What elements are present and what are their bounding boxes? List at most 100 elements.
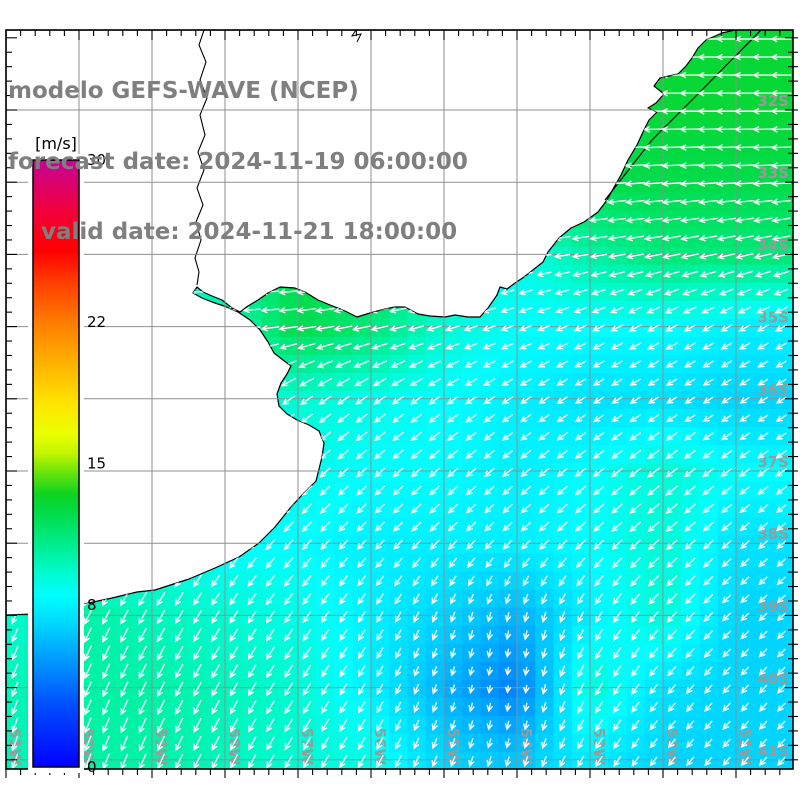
wind-arrow bbox=[679, 162, 700, 169]
wind-arrow bbox=[210, 485, 222, 496]
wind-arrow bbox=[338, 575, 348, 587]
wind-arrow bbox=[134, 252, 150, 259]
wind-arrow bbox=[515, 162, 536, 170]
wind-arrow bbox=[722, 702, 731, 712]
wind-arrow bbox=[410, 395, 423, 405]
wind-arrow bbox=[373, 431, 386, 442]
wind-arrow bbox=[523, 720, 530, 731]
wind-arrow bbox=[517, 234, 534, 242]
wind-arrow bbox=[520, 503, 532, 514]
wind-arrow bbox=[224, 270, 243, 278]
wind-arrow bbox=[683, 342, 696, 350]
wind-arrow bbox=[97, 342, 114, 350]
wind-arrow bbox=[442, 162, 463, 170]
wind-arrow bbox=[351, 234, 371, 242]
wind-arrow bbox=[297, 54, 316, 61]
wind-arrow bbox=[502, 449, 514, 459]
wind-arrow bbox=[263, 431, 277, 442]
wind-arrow bbox=[777, 756, 786, 767]
wind-arrow bbox=[266, 682, 275, 697]
wind-arrow bbox=[611, 503, 623, 514]
wind-arrow bbox=[468, 611, 475, 623]
wind-arrow bbox=[152, 342, 169, 350]
wind-arrow bbox=[370, 288, 389, 296]
wind-arrow bbox=[339, 700, 348, 714]
wind-arrow bbox=[118, 467, 130, 478]
wind-arrow bbox=[552, 216, 571, 224]
wind-arrow bbox=[394, 737, 402, 750]
wind-arrow bbox=[516, 216, 535, 224]
wind-arrow bbox=[574, 467, 587, 478]
wind-arrow bbox=[193, 610, 203, 625]
wind-arrow bbox=[518, 324, 533, 332]
wind-arrow bbox=[535, 234, 553, 242]
wind-arrow bbox=[716, 234, 736, 242]
wind-arrow bbox=[156, 538, 166, 551]
wind-arrow bbox=[283, 521, 294, 533]
wind-arrow bbox=[486, 684, 494, 695]
wind-arrow bbox=[395, 719, 402, 732]
wind-arrow bbox=[442, 180, 463, 188]
wind-arrow bbox=[577, 682, 585, 697]
wind-arrow bbox=[207, 36, 224, 43]
wind-arrow bbox=[11, 735, 19, 752]
wind-arrow bbox=[559, 755, 566, 768]
wind-arrow bbox=[625, 216, 645, 224]
wind-arrow bbox=[410, 467, 422, 478]
wind-arrow bbox=[62, 54, 77, 61]
wind-arrow bbox=[334, 162, 352, 170]
wind-arrow bbox=[661, 234, 681, 242]
wind-arrow bbox=[98, 72, 114, 79]
wind-arrow bbox=[575, 521, 586, 532]
speed-cell bbox=[790, 445, 793, 464]
wind-arrow bbox=[374, 521, 385, 532]
wind-arrow bbox=[170, 234, 187, 241]
wind-arrow bbox=[284, 610, 294, 624]
wind-arrow bbox=[261, 90, 279, 97]
wind-arrow bbox=[279, 54, 297, 61]
wind-arrow bbox=[757, 467, 769, 478]
wind-arrow bbox=[80, 108, 95, 115]
wind-arrow bbox=[43, 54, 59, 61]
wind-arrow bbox=[376, 647, 384, 660]
wind-arrow bbox=[351, 216, 371, 224]
wind-arrow bbox=[120, 663, 129, 680]
wind-arrow bbox=[83, 663, 92, 680]
wind-arrow bbox=[776, 522, 787, 532]
wind-arrow bbox=[243, 108, 261, 116]
wind-arrow bbox=[335, 377, 351, 387]
wind-arrow bbox=[152, 180, 169, 188]
wind-arrow bbox=[647, 557, 660, 569]
wind-arrow bbox=[7, 144, 22, 152]
wind-arrow bbox=[265, 574, 276, 588]
wind-arrow bbox=[752, 125, 774, 133]
wind-arrow bbox=[83, 699, 92, 716]
wind-arrow bbox=[606, 107, 627, 115]
wind-arrow bbox=[370, 216, 389, 224]
wind-arrow bbox=[283, 485, 295, 496]
wind-arrow bbox=[665, 414, 678, 423]
wind-arrow bbox=[174, 592, 184, 607]
wind-arrow bbox=[189, 36, 205, 43]
wind-arrow bbox=[738, 450, 751, 459]
wind-arrow bbox=[594, 682, 604, 697]
wind-arrow bbox=[522, 755, 530, 768]
wind-arrow bbox=[192, 574, 203, 588]
wind-arrow bbox=[302, 574, 312, 587]
wind-arrow bbox=[376, 629, 384, 642]
speed-cell bbox=[790, 192, 793, 211]
wind-arrow bbox=[229, 556, 239, 569]
wind-arrow bbox=[102, 681, 111, 698]
wind-arrow bbox=[577, 700, 585, 714]
wind-arrow bbox=[7, 126, 22, 133]
wind-arrow bbox=[679, 125, 701, 133]
wind-arrow bbox=[430, 557, 440, 569]
wind-arrow bbox=[407, 325, 425, 332]
uruguay-river-line bbox=[194, 30, 208, 286]
wind-arrow bbox=[406, 54, 426, 61]
wind-arrow bbox=[320, 539, 331, 551]
wind-arrow bbox=[225, 180, 242, 188]
wind-arrow bbox=[777, 720, 786, 731]
wind-arrow bbox=[647, 503, 660, 514]
wind-arrow bbox=[770, 53, 792, 61]
